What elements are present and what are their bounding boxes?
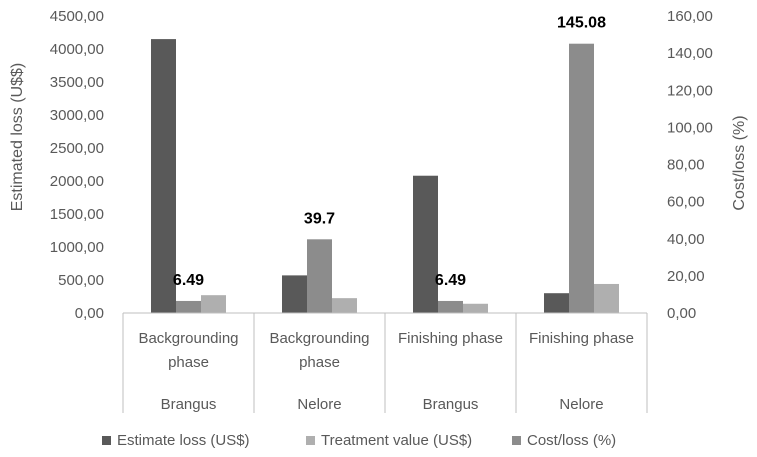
left-tick-label: 1000,00 xyxy=(50,239,104,256)
category-label-phase: Finishing phase xyxy=(398,330,503,347)
right-tick-label: 20,00 xyxy=(667,268,705,285)
legend: Estimate loss (US$) Treatment value (US$)… xyxy=(102,432,616,449)
legend-swatch xyxy=(306,436,315,445)
data-label: 6.49 xyxy=(173,272,204,289)
category-label-breed: Nelore xyxy=(297,396,341,413)
legend-label: Treatment value (US$) xyxy=(321,432,472,449)
data-label: 39.7 xyxy=(304,210,335,227)
left-tick-label: 3500,00 xyxy=(50,74,104,91)
bar xyxy=(594,283,619,313)
bars xyxy=(151,39,619,313)
bar xyxy=(282,275,307,313)
bar xyxy=(544,293,569,313)
left-tick-label: 2000,00 xyxy=(50,173,104,190)
bar xyxy=(176,300,201,313)
left-tick-label: 500,00 xyxy=(58,272,104,289)
legend-label: Cost/loss (%) xyxy=(527,432,616,449)
right-tick-label: 40,00 xyxy=(667,231,705,248)
bar xyxy=(413,175,438,313)
category-labels: Backgrounding phase Brangus Backgrounding ph… xyxy=(138,330,634,413)
left-tick-label: 4500,00 xyxy=(50,8,104,25)
left-tick-label: 2500,00 xyxy=(50,140,104,157)
left-tick-label: 3000,00 xyxy=(50,107,104,124)
left-axis-title: Estimated loss (U$$) xyxy=(9,63,26,212)
category-label-phase: phase xyxy=(168,354,209,371)
category-label-phase: Backgrounding xyxy=(269,330,369,347)
bar xyxy=(438,300,463,313)
category-axis xyxy=(122,312,648,413)
right-tick-label: 0,00 xyxy=(667,305,696,322)
category-label-phase: phase xyxy=(299,354,340,371)
left-axis-ticks: 0,00 500,00 1000,00 1500,00 2000,00 2500,00 30… xyxy=(50,8,104,322)
category-label-phase: Finishing phase xyxy=(529,330,634,347)
right-tick-label: 140,00 xyxy=(667,45,713,62)
right-axis-ticks: 0,00 20,00 40,00 60,00 80,00 100,00 120,00 140,… xyxy=(667,8,713,322)
left-tick-label: 1500,00 xyxy=(50,206,104,223)
bar xyxy=(201,295,226,313)
left-tick-label: 0,00 xyxy=(75,305,104,322)
right-tick-label: 100,00 xyxy=(667,119,713,136)
right-tick-label: 60,00 xyxy=(667,194,705,211)
right-tick-label: 80,00 xyxy=(667,157,705,174)
legend-swatch xyxy=(102,436,111,445)
data-label: 6.49 xyxy=(435,272,466,289)
bar xyxy=(463,303,488,313)
category-label-breed: Brangus xyxy=(161,396,217,413)
right-tick-label: 160,00 xyxy=(667,8,713,25)
category-label-breed: Nelore xyxy=(559,396,603,413)
right-axis-title: Cost/loss (%) xyxy=(731,115,748,210)
right-tick-label: 120,00 xyxy=(667,82,713,99)
legend-swatch xyxy=(512,436,521,445)
data-label: 145.08 xyxy=(557,15,606,32)
bar xyxy=(569,43,594,313)
category-label-breed: Brangus xyxy=(423,396,479,413)
bar xyxy=(151,39,176,313)
category-label-phase: Backgrounding xyxy=(138,330,238,347)
bar xyxy=(332,298,357,313)
data-labels: 6.49 39.7 6.49 145.08 xyxy=(173,15,606,289)
left-tick-label: 4000,00 xyxy=(50,41,104,58)
bar xyxy=(307,239,332,313)
legend-label: Estimate loss (US$) xyxy=(117,432,250,449)
